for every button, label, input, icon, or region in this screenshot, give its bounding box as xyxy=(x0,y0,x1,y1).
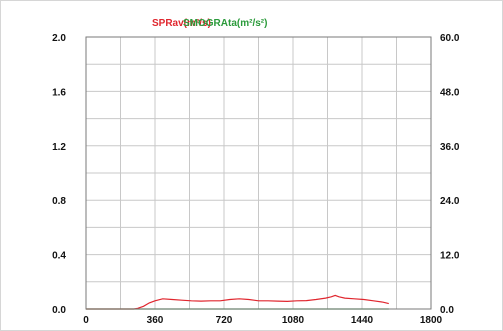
series-line-sprav xyxy=(86,294,389,310)
y-left-tick-label: 0.8 xyxy=(52,196,66,207)
y-left-tick-label: 1.2 xyxy=(52,142,66,153)
y-right-tick-label: 12.0 xyxy=(440,251,460,262)
legend-item-smog: SMOGRAta(m²/s²) xyxy=(183,18,267,29)
plot-border xyxy=(85,36,432,310)
x-tick-label: 1800 xyxy=(420,315,443,326)
grid-lines xyxy=(86,37,431,309)
y-left-tick-label: 1.6 xyxy=(52,87,66,98)
legend-item-spr: SPRav(m²/s) xyxy=(152,18,211,29)
x-tick-label: 0 xyxy=(83,315,89,326)
x-tick-label: 360 xyxy=(147,315,164,326)
y-left-tick-label: 0.0 xyxy=(52,305,66,316)
x-tick-label: 1080 xyxy=(282,315,305,326)
x-tick-label: 1440 xyxy=(351,315,374,326)
x-tick-label: 720 xyxy=(216,315,233,326)
y-right-tick-label: 24.0 xyxy=(440,196,460,207)
y-right-tick-label: 60.0 xyxy=(440,33,460,44)
y-left-tick-label: 2.0 xyxy=(52,33,66,44)
y-right-tick-label: 36.0 xyxy=(440,142,460,153)
axis-labels: 0 360 720 1080 1440 18000.00.40.81.21.62.00.0… xyxy=(52,33,460,326)
legend: SPRav(m²/s) SMOGRAta(m²/s²) xyxy=(152,18,267,29)
y-right-tick-label: 48.0 xyxy=(440,87,460,98)
y-left-tick-label: 0.4 xyxy=(52,251,66,262)
y-right-tick-label: 0.0 xyxy=(440,305,454,316)
